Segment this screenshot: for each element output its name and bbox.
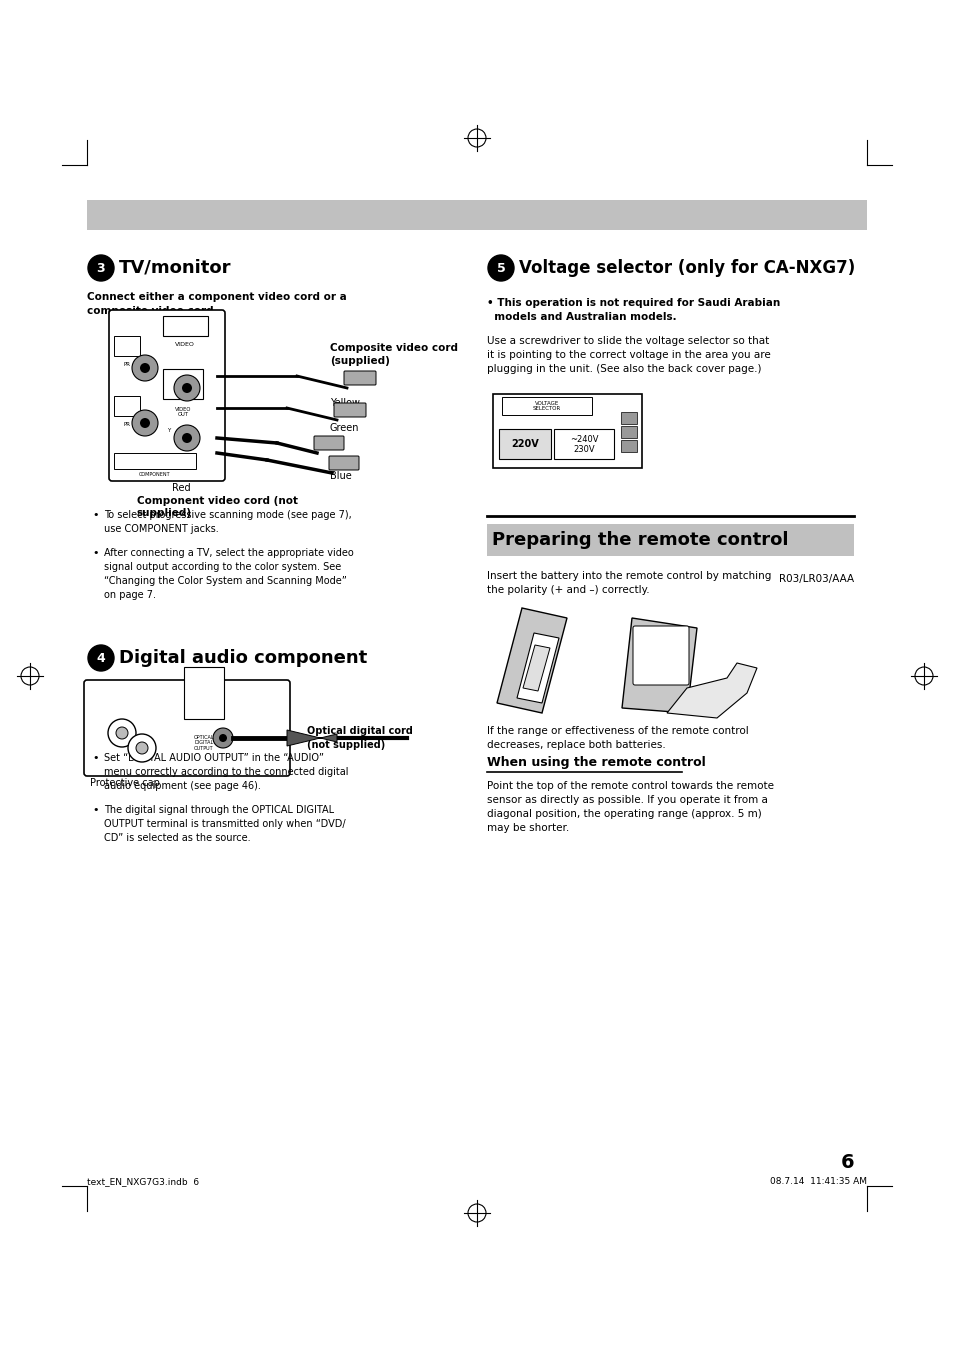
FancyBboxPatch shape [554,430,614,459]
Text: 230V: 230V [573,446,594,454]
Circle shape [182,382,192,393]
FancyBboxPatch shape [498,430,551,459]
FancyBboxPatch shape [493,394,641,467]
Circle shape [219,734,227,742]
FancyBboxPatch shape [633,626,688,685]
Circle shape [140,417,150,428]
Text: Digital audio component: Digital audio component [119,648,367,667]
FancyBboxPatch shape [109,309,225,481]
Text: The digital signal through the OPTICAL DIGITAL
OUTPUT terminal is transmitted on: The digital signal through the OPTICAL D… [104,805,345,843]
Text: When using the remote control: When using the remote control [486,757,705,769]
Circle shape [140,363,150,373]
Circle shape [132,409,158,436]
Circle shape [128,734,156,762]
Circle shape [116,727,128,739]
FancyBboxPatch shape [113,396,140,416]
Text: Composite video cord: Composite video cord [330,343,457,353]
FancyBboxPatch shape [344,372,375,385]
Text: Voltage selector (only for CA-NXG7): Voltage selector (only for CA-NXG7) [518,259,854,277]
Text: PR: PR [123,422,131,427]
Text: •: • [91,805,98,815]
Text: OPTICAL
DIGITAL
OUTPUT: OPTICAL DIGITAL OUTPUT [193,735,214,751]
Text: 4: 4 [96,651,105,665]
Polygon shape [522,644,550,690]
Text: Blue: Blue [330,471,352,481]
Text: •: • [91,753,98,763]
FancyBboxPatch shape [84,680,290,775]
Text: •: • [91,549,98,558]
FancyBboxPatch shape [314,436,344,450]
Circle shape [88,255,113,281]
Text: Y: Y [167,427,171,432]
Polygon shape [517,634,558,703]
Circle shape [173,376,200,401]
FancyBboxPatch shape [334,403,366,417]
FancyBboxPatch shape [501,397,592,415]
Circle shape [108,719,136,747]
Text: • This operation is not required for Saudi Arabian
  models and Australian model: • This operation is not required for Sau… [486,299,780,322]
Text: (supplied): (supplied) [330,357,390,366]
Text: VIDEO: VIDEO [175,342,194,346]
Text: Connect either a component video cord or a
composite video cord.: Connect either a component video cord or… [87,292,346,316]
Text: Green: Green [330,423,359,434]
Text: Point the top of the remote control towards the remote
sensor as directly as pos: Point the top of the remote control towa… [486,781,773,834]
Text: Component video cord (not: Component video cord (not [137,496,297,507]
Circle shape [173,426,200,451]
Text: R03/LR03/AAA: R03/LR03/AAA [778,574,853,584]
Text: Yellow: Yellow [330,399,359,408]
Text: text_EN_NXG7G3.indb  6: text_EN_NXG7G3.indb 6 [87,1177,199,1186]
Text: VOLTAGE
SELECTOR: VOLTAGE SELECTOR [533,401,560,412]
FancyBboxPatch shape [113,453,195,469]
Text: Red: Red [172,484,191,493]
FancyBboxPatch shape [329,457,358,470]
Text: 6: 6 [840,1152,853,1173]
Circle shape [136,742,148,754]
Text: PR: PR [123,362,131,366]
FancyBboxPatch shape [620,412,637,424]
Polygon shape [621,617,697,713]
Polygon shape [287,730,336,746]
FancyBboxPatch shape [620,426,637,438]
Polygon shape [497,608,566,713]
Text: If the range or effectiveness of the remote control
decreases, replace both batt: If the range or effectiveness of the rem… [486,725,748,750]
Text: COMPONENT: COMPONENT [139,473,171,477]
Text: TV/monitor: TV/monitor [119,259,232,277]
FancyBboxPatch shape [163,316,208,336]
Text: Protective cap: Protective cap [90,778,160,788]
Text: Set “DIGITAL AUDIO OUTPUT” in the “AUDIO”
menu correctly according to the connec: Set “DIGITAL AUDIO OUTPUT” in the “AUDIO… [104,753,348,790]
Text: After connecting a TV, select the appropriate video
signal output according to t: After connecting a TV, select the approp… [104,549,354,600]
Text: To select progressive scanning mode (see page 7),
use COMPONENT jacks.: To select progressive scanning mode (see… [104,509,352,534]
FancyBboxPatch shape [486,524,853,557]
FancyBboxPatch shape [87,200,866,230]
FancyBboxPatch shape [184,667,224,719]
Polygon shape [666,663,757,717]
Circle shape [213,728,233,748]
Text: VIDEO
OUT: VIDEO OUT [174,407,191,417]
Text: supplied): supplied) [137,508,192,517]
Text: •: • [91,509,98,520]
Circle shape [182,434,192,443]
Text: ~240V: ~240V [569,435,598,444]
Text: Preparing the remote control: Preparing the remote control [492,531,788,549]
Text: 08.7.14  11:41:35 AM: 08.7.14 11:41:35 AM [769,1177,866,1186]
Circle shape [132,355,158,381]
Text: Use a screwdriver to slide the voltage selector so that
it is pointing to the co: Use a screwdriver to slide the voltage s… [486,336,770,374]
FancyBboxPatch shape [113,336,140,357]
Circle shape [88,644,113,671]
Text: 220V: 220V [511,439,538,449]
FancyBboxPatch shape [620,440,637,453]
FancyBboxPatch shape [163,369,203,399]
Text: Insert the battery into the remote control by matching
the polarity (+ and –) co: Insert the battery into the remote contr… [486,571,771,594]
Text: 5: 5 [497,262,505,274]
Text: Optical digital cord
(not supplied): Optical digital cord (not supplied) [307,725,413,750]
Text: 3: 3 [96,262,105,274]
Circle shape [488,255,514,281]
